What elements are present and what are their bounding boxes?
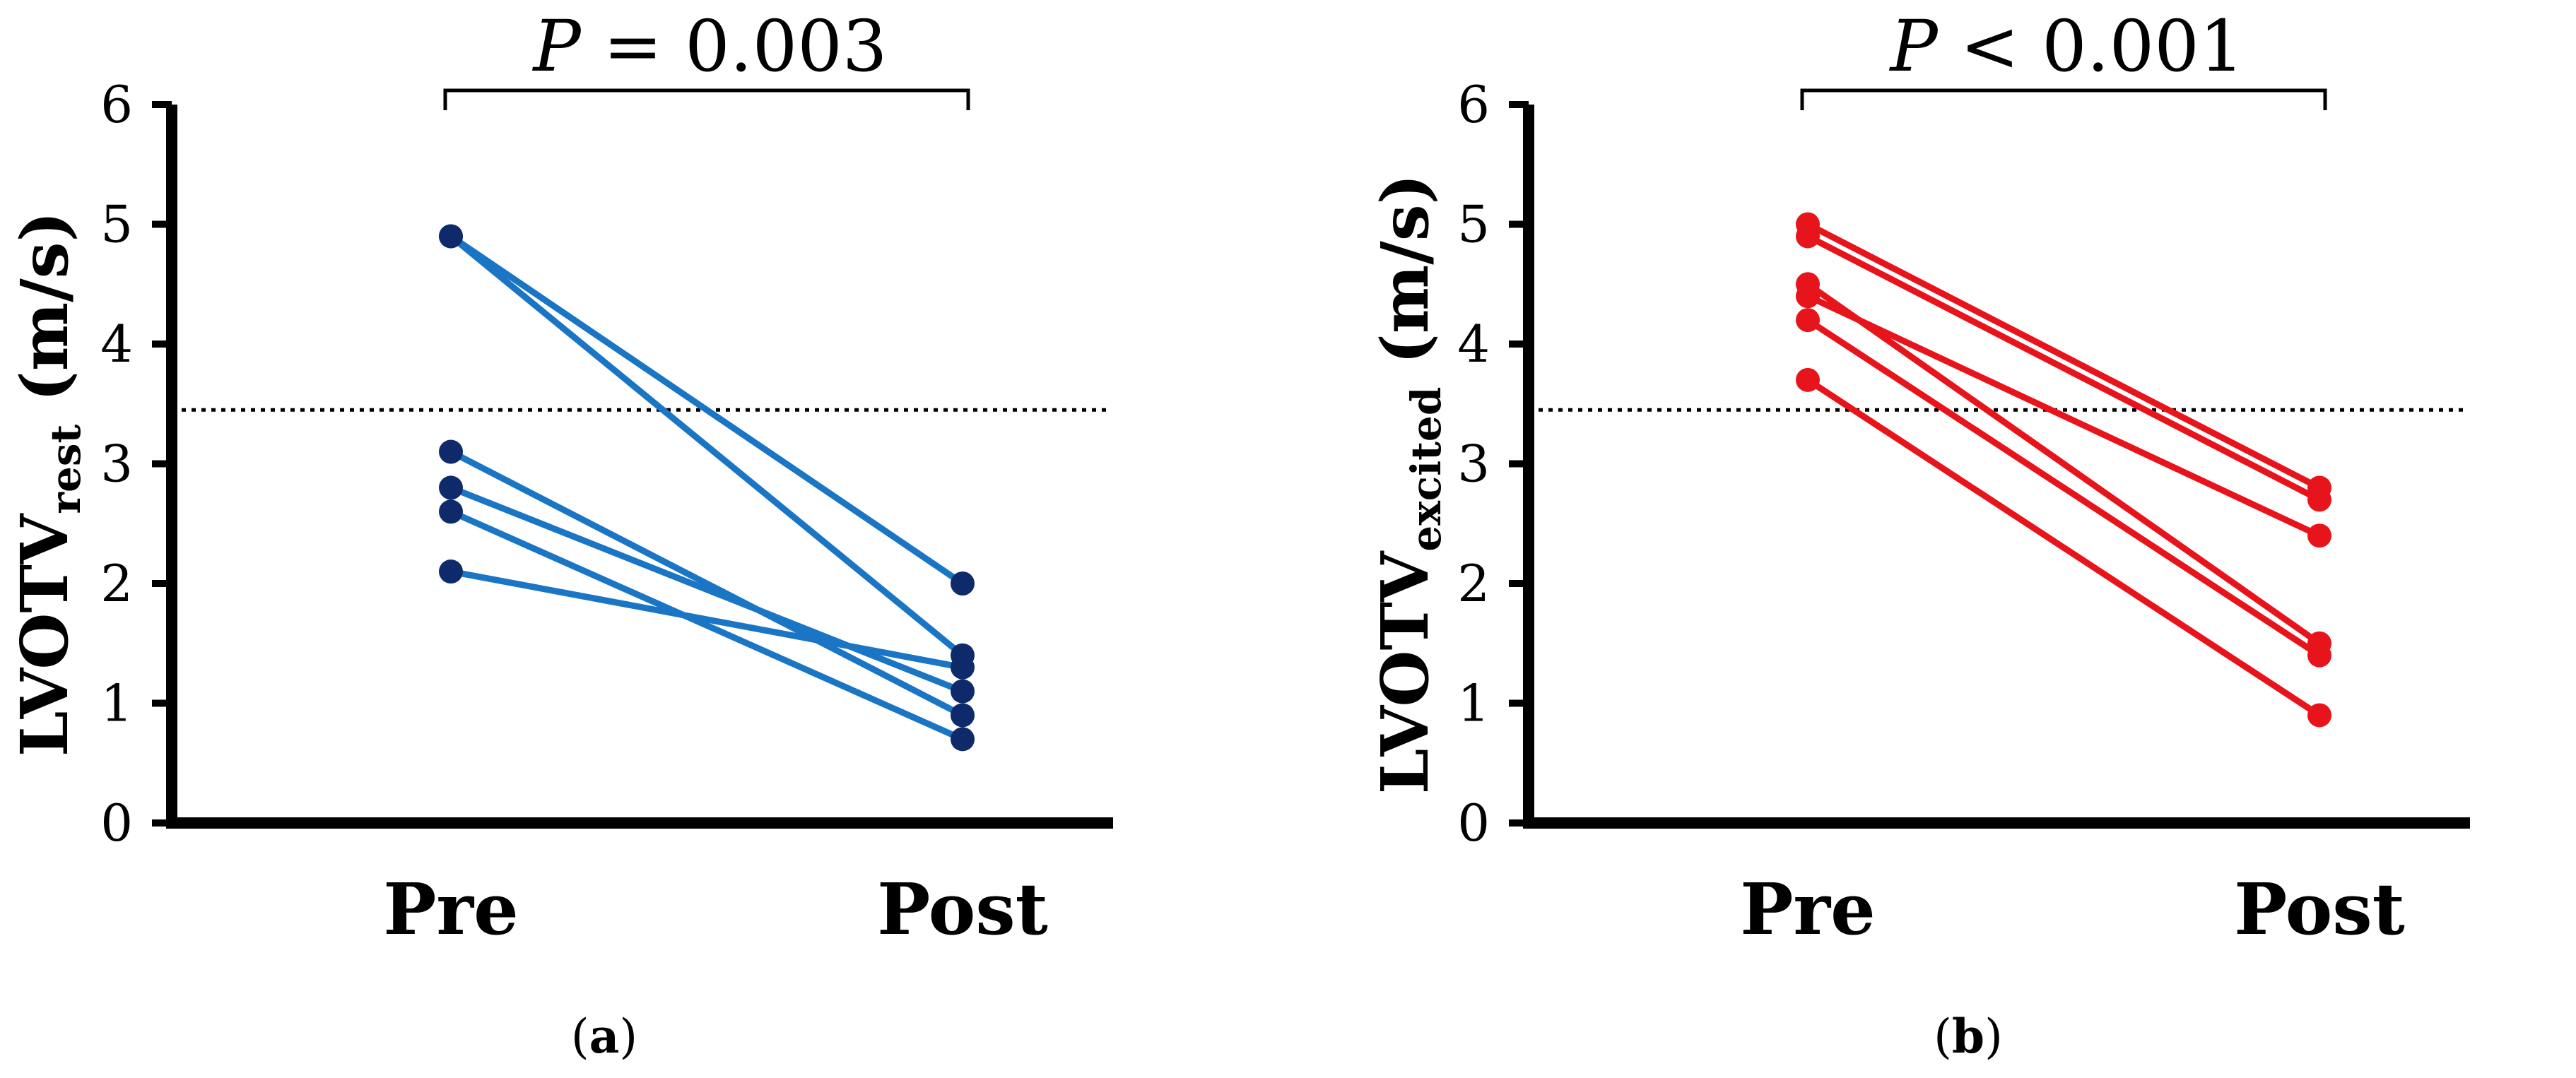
data-point-pre <box>1796 224 1820 249</box>
data-point-pre <box>1796 284 1820 309</box>
series-layer <box>439 224 975 752</box>
y-tick-label: 2 <box>1457 554 1490 613</box>
x-label-pre: Pre <box>383 867 519 951</box>
significance-bracket <box>1800 88 2327 110</box>
p-symbol: P <box>532 5 582 88</box>
significance-annotation: P < 0.001 <box>1889 5 2245 88</box>
bracket-line <box>443 88 970 110</box>
series-line <box>447 508 966 742</box>
data-point-pre <box>439 224 463 249</box>
p-value-text: < 0.001 <box>1938 5 2245 88</box>
chart-panel-b: 0 1 2 3 4 5 6 P < 0.001 LVOTVexcited (m/s) Pre… <box>1367 5 2470 1064</box>
data-point-post <box>951 703 975 728</box>
series-line <box>1804 292 2323 539</box>
series-line <box>447 484 966 695</box>
y-tick-label: 6 <box>100 75 133 134</box>
panel-caption: (b) <box>1934 1009 2003 1064</box>
y-tick-label: 1 <box>100 674 133 733</box>
y-axis-label-subscript: excited <box>1402 387 1450 552</box>
data-point-post <box>2307 487 2331 512</box>
significance-bracket <box>443 88 970 110</box>
chart-panel-a: 0 1 2 3 4 5 6 P = 0.003 LVOTVrest (m/s) Pre Po… <box>6 5 1113 1064</box>
y-tick-label: 5 <box>1457 195 1490 254</box>
series-line <box>447 568 966 671</box>
series-line <box>1804 377 2323 718</box>
data-point-post <box>2307 643 2331 668</box>
y-tick-label: 4 <box>1457 314 1490 374</box>
series-line <box>447 232 966 659</box>
y-tick-label: 0 <box>100 793 133 853</box>
bracket-line <box>1800 88 2327 110</box>
y-tick-layer: 0 1 2 3 4 5 6 <box>1457 75 1529 853</box>
y-tick-layer: 0 1 2 3 4 5 6 <box>100 75 172 853</box>
data-point-post <box>2307 703 2331 728</box>
y-tick-label: 6 <box>1457 75 1490 134</box>
y-axis-label-unit: (m/s) <box>6 211 83 425</box>
y-tick-label: 0 <box>1457 793 1490 853</box>
panel-letter: a <box>589 1009 620 1064</box>
y-axis-label-subscript: rest <box>42 424 90 514</box>
data-point-post <box>2307 523 2331 548</box>
y-axis-label-unit: (m/s) <box>1367 174 1443 387</box>
y-tick-label: 1 <box>1457 674 1490 733</box>
series-line <box>1804 316 2323 659</box>
series-layer <box>1796 212 2331 728</box>
y-tick-label: 2 <box>100 554 133 613</box>
p-value-text: = 0.003 <box>581 5 888 88</box>
series-line <box>1804 221 2323 491</box>
data-point-post <box>951 655 975 680</box>
data-point-post <box>951 571 975 596</box>
y-axis-label-main: LVOTV <box>6 513 83 757</box>
series-line <box>1804 280 2323 647</box>
series-line <box>1804 232 2323 503</box>
panel-caption: (a) <box>571 1009 637 1064</box>
y-axis-label: LVOTVrest (m/s) <box>6 211 90 757</box>
data-point-post <box>951 679 975 704</box>
panel-letter: b <box>1952 1009 1984 1064</box>
y-tick-label: 3 <box>100 434 133 494</box>
data-point-pre <box>439 499 463 524</box>
y-tick-label: 3 <box>1457 434 1490 494</box>
x-label-post: Post <box>2234 867 2405 951</box>
p-symbol: P <box>1889 5 1939 88</box>
series-line <box>447 449 966 718</box>
y-axis-label: LVOTVexcited (m/s) <box>1367 174 1450 794</box>
data-point-pre <box>1796 367 1820 392</box>
y-tick-label: 4 <box>100 314 133 374</box>
x-label-pre: Pre <box>1740 867 1876 951</box>
data-point-pre <box>439 439 463 464</box>
y-axis-label-main: LVOTV <box>1367 550 1443 794</box>
series-line <box>447 232 966 587</box>
x-label-post: Post <box>877 867 1048 951</box>
significance-annotation: P = 0.003 <box>532 5 888 88</box>
y-tick-label: 5 <box>100 195 133 254</box>
data-point-post <box>951 727 975 752</box>
data-point-pre <box>439 475 463 500</box>
data-point-pre <box>1796 308 1820 333</box>
data-point-pre <box>439 559 463 584</box>
